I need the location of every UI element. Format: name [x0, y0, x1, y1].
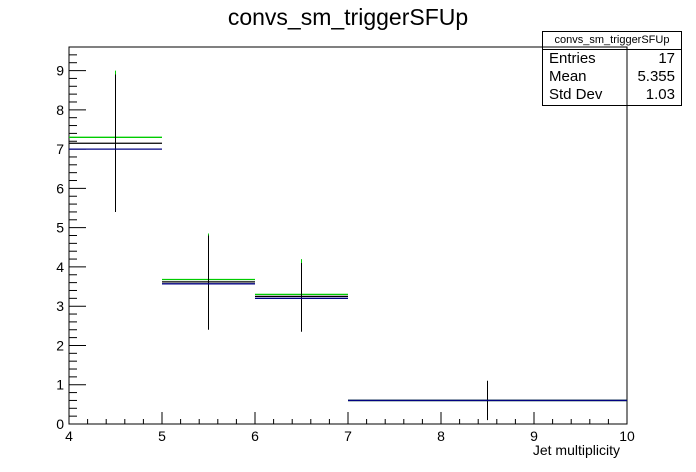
x-tick-label: 5 [158, 428, 166, 444]
y-tick-label: 8 [56, 102, 64, 118]
y-tick-label: 2 [56, 337, 64, 353]
x-tick-label: 9 [530, 428, 538, 444]
stats-stddev-value: 1.03 [645, 86, 675, 103]
x-tick-label: 7 [344, 428, 352, 444]
x-tick-label: 8 [437, 428, 445, 444]
stats-box: convs_sm_triggerSFUp Entries 17 Mean 5.3… [542, 31, 682, 106]
y-tick-label: 5 [56, 220, 64, 236]
stats-stddev-label: Std Dev [549, 86, 603, 103]
chart-title: convs_sm_triggerSFUp [227, 4, 469, 30]
stats-mean-label: Mean [549, 68, 587, 85]
stats-entries-value: 17 [658, 50, 675, 67]
y-tick-label: 1 [56, 377, 64, 393]
stats-entries-label: Entries [549, 50, 596, 67]
stats-mean-row: Mean 5.355 [543, 68, 681, 86]
stats-entries-row: Entries 17 [543, 50, 681, 68]
y-tick-label: 7 [56, 141, 64, 157]
stats-mean-value: 5.355 [637, 68, 675, 85]
x-tick-label: 4 [65, 428, 73, 444]
stats-stddev-row: Std Dev 1.03 [543, 86, 681, 104]
x-axis-label: Jet multiplicity [533, 442, 620, 458]
y-tick-label: 3 [56, 298, 64, 314]
y-tick-label: 6 [56, 180, 64, 196]
y-tick-label: 0 [56, 416, 64, 432]
y-tick-label: 9 [56, 63, 64, 79]
y-tick-label: 4 [56, 259, 64, 275]
plot-frame [68, 46, 628, 425]
x-tick-label: 10 [619, 428, 635, 444]
x-tick-label: 6 [251, 428, 259, 444]
stats-box-name: convs_sm_triggerSFUp [543, 32, 681, 50]
